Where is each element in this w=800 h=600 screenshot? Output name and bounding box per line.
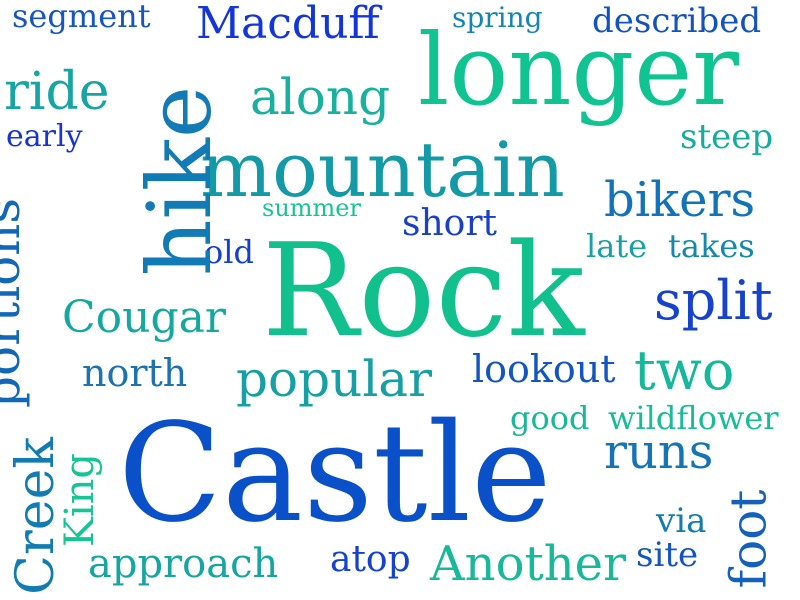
word-lookout: lookout [472,347,616,391]
word-via: via [656,501,707,541]
word-mountain: mountain [200,125,565,214]
word-spring: spring [452,1,543,34]
word-atop: atop [330,539,411,580]
word-steep: steep [680,117,774,157]
word-two: two [634,339,735,402]
word-runs: runs [604,424,714,480]
word-wildflower: wildflower [608,399,779,437]
word-macduff: Macduff [196,0,380,49]
word-longer: longer [418,14,740,128]
word-early: early [6,119,83,154]
word-late: late [586,227,648,265]
word-hike: hike [128,85,232,277]
word-ride: ride [4,62,110,122]
word-approach: approach [88,541,279,587]
word-takes: takes [668,227,755,265]
word-castle: Castle [118,395,552,553]
word-site: site [636,535,699,575]
word-creek: Creek [5,437,66,595]
word-foot: foot [719,489,778,589]
word-described: described [592,1,762,41]
word-cougar: Cougar [62,292,226,343]
word-split: split [654,269,773,332]
word-summer: summer [262,194,361,222]
word-north: north [82,351,188,395]
word-short: short [402,203,498,244]
word-good: good [510,399,590,437]
word-segment: segment [12,0,151,35]
word-old: old [204,233,254,271]
word-portions: portions [0,197,32,409]
word-bikers: bikers [604,172,756,228]
word-along: along [250,68,391,126]
word-popular: popular [236,350,433,408]
word-king: King [57,452,104,548]
word-another: Another [430,536,627,592]
word-rock: Rock [262,217,585,366]
